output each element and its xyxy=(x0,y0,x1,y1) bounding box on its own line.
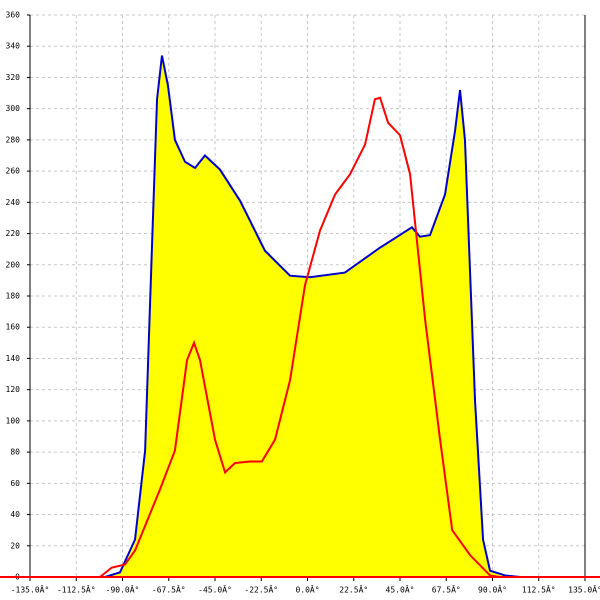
y-tick-label: 280 xyxy=(6,135,21,144)
y-tick-label: 40 xyxy=(10,510,20,519)
x-tick-label: 22.5Â° xyxy=(339,584,368,595)
x-tick-label: 67.5Â° xyxy=(432,584,461,595)
x-tick-label: -112.5Â° xyxy=(57,584,96,595)
y-tick-label: 20 xyxy=(10,541,20,550)
y-tick-label: 260 xyxy=(6,167,21,176)
x-tick-label: 45.0Â° xyxy=(386,584,415,595)
y-tick-label: 160 xyxy=(6,323,21,332)
y-tick-label: 140 xyxy=(6,354,21,363)
y-tick-label: 240 xyxy=(6,198,21,207)
line xyxy=(99,96,501,578)
area-line xyxy=(104,55,521,578)
y-tick-label: 80 xyxy=(10,448,20,457)
x-tick-label: 90.0Â° xyxy=(478,584,507,595)
y-tick-label: 120 xyxy=(6,385,21,394)
x-tick-label: 112.5Â° xyxy=(522,584,556,595)
y-tick-label: 60 xyxy=(10,479,20,488)
y-tick-label: 340 xyxy=(6,42,21,51)
y-tick-label: 180 xyxy=(6,292,21,301)
area-fill xyxy=(105,55,521,578)
y-tick-label: 360 xyxy=(6,11,21,20)
x-tick-label: -90.0Â° xyxy=(106,584,140,595)
x-tick-label: -22.5Â° xyxy=(244,584,278,595)
y-tick-label: 300 xyxy=(6,104,21,113)
x-tick-label: -45.0Â° xyxy=(198,584,232,595)
x-tick-label: 0.0Â° xyxy=(295,584,319,595)
y-tick-label: 320 xyxy=(6,73,21,82)
x-tick-label: -135.0Â° xyxy=(11,584,50,595)
y-tick-label: 220 xyxy=(6,229,21,238)
x-tick-label: -67.5Â° xyxy=(152,584,186,595)
y-tick-label: 100 xyxy=(6,416,21,425)
y-tick-label: 200 xyxy=(6,260,21,269)
x-tick-label: 135.0Â° xyxy=(568,584,600,595)
